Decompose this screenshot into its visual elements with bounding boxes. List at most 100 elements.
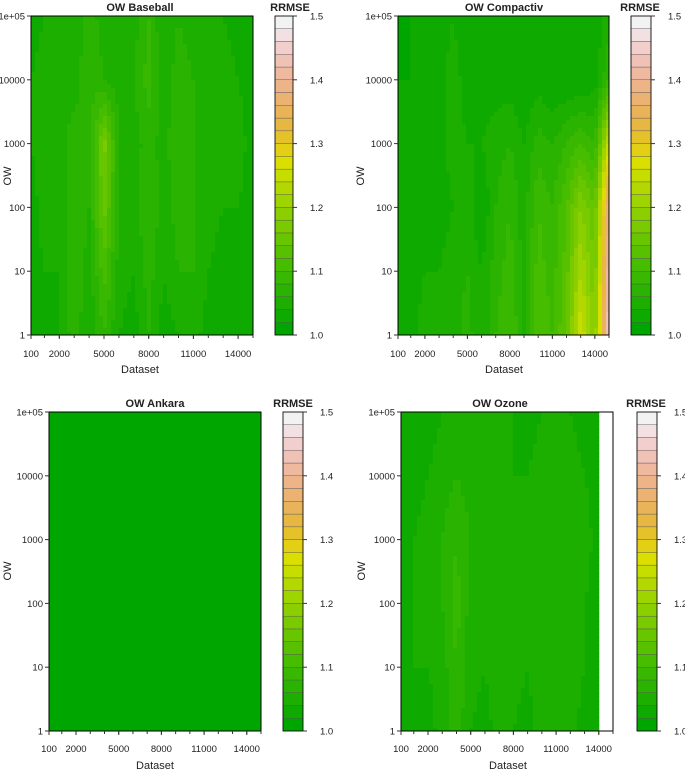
heatmap-cell — [99, 172, 104, 177]
heatmap-cell — [119, 224, 124, 229]
heatmap-cell — [55, 308, 60, 313]
heatmap-cell — [203, 192, 208, 197]
heatmap-cell — [195, 240, 200, 245]
heatmap-cell — [402, 308, 407, 313]
heatmap-cell — [135, 224, 140, 229]
heatmap-cell — [219, 316, 224, 321]
heatmap-cell — [39, 188, 44, 193]
heatmap-cell — [167, 208, 172, 213]
heatmap-cell — [183, 192, 188, 197]
heatmap-cell — [79, 52, 84, 57]
heatmap-cell — [247, 20, 252, 25]
heatmap-cell — [171, 296, 176, 301]
heatmap-cell — [111, 324, 116, 329]
heatmap-cell — [111, 120, 116, 125]
heatmap-cell — [39, 80, 44, 85]
heatmap-cell — [99, 220, 104, 225]
heatmap-cell — [227, 324, 232, 329]
heatmap-cell — [167, 136, 172, 141]
heatmap-cell — [103, 64, 108, 69]
heatmap-cell — [175, 128, 180, 133]
heatmap-cell — [163, 276, 168, 281]
heatmap-cell — [39, 264, 44, 269]
heatmap-cell — [187, 276, 192, 281]
heatmap-cell — [51, 292, 56, 297]
heatmap-cell — [111, 232, 116, 237]
heatmap-cell — [51, 160, 56, 165]
heatmap-cell — [43, 176, 48, 181]
heatmap-cell — [231, 300, 236, 305]
heatmap-cell — [147, 120, 152, 125]
heatmap-cell — [35, 92, 40, 97]
heatmap-cell — [43, 40, 48, 45]
heatmap-cell — [203, 56, 208, 61]
heatmap-cell — [410, 136, 415, 141]
heatmap-cell — [191, 32, 196, 37]
heatmap-cell — [203, 244, 208, 249]
heatmap-cell — [39, 108, 44, 113]
heatmap-cell — [55, 144, 60, 149]
heatmap-cell — [410, 84, 415, 89]
heatmap-cell — [119, 112, 124, 117]
heatmap-cell — [410, 32, 415, 37]
heatmap-cell — [235, 260, 240, 265]
heatmap-cell — [155, 104, 160, 109]
heatmap-cell — [91, 300, 96, 305]
heatmap-cell — [227, 176, 232, 181]
heatmap-cell — [35, 236, 40, 241]
heatmap-cell — [211, 208, 216, 213]
heatmap-cell — [211, 308, 216, 313]
heatmap-cell — [147, 100, 152, 105]
heatmap-cell — [406, 24, 411, 29]
heatmap-cell — [139, 320, 144, 325]
heatmap-cell — [107, 48, 112, 53]
heatmap-cell — [215, 120, 220, 125]
heatmap-cell — [171, 280, 176, 285]
heatmap-cell — [71, 252, 76, 257]
heatmap-cell — [410, 108, 415, 113]
heatmap-cell — [414, 328, 419, 333]
heatmap-cell — [402, 172, 407, 177]
heatmap-cell — [227, 168, 232, 173]
heatmap-cell — [163, 180, 168, 185]
heatmap-cell — [247, 64, 252, 69]
heatmap-cell — [239, 44, 244, 49]
heatmap-cell — [35, 164, 40, 169]
heatmap-cell — [239, 184, 244, 189]
heatmap-cell — [414, 68, 419, 73]
heatmap-cell — [99, 60, 104, 65]
heatmap-cell — [131, 64, 136, 69]
heatmap-cell — [171, 264, 176, 269]
heatmap-cell — [43, 120, 48, 125]
heatmap-cell — [147, 304, 152, 309]
heatmap-cell — [71, 36, 76, 41]
heatmap-cell — [135, 44, 140, 49]
heatmap-cell — [406, 304, 411, 309]
heatmap-cell — [199, 116, 204, 121]
heatmap-cell — [91, 252, 96, 257]
heatmap-cell — [79, 208, 84, 213]
heatmap-cell — [195, 224, 200, 229]
heatmap-cell — [35, 108, 40, 113]
heatmap-cell — [183, 16, 188, 21]
heatmap-cell — [79, 212, 84, 217]
heatmap-cell — [199, 304, 204, 309]
heatmap-cell — [95, 156, 100, 161]
heatmap-cell — [143, 184, 148, 189]
heatmap-cell — [203, 32, 208, 37]
heatmap-cell — [143, 52, 148, 57]
heatmap-cell — [410, 272, 415, 277]
heatmap-cell — [398, 220, 403, 225]
heatmap-cell — [223, 228, 228, 233]
heatmap-cell — [43, 32, 48, 37]
heatmap-cell — [155, 320, 160, 325]
heatmap-cell — [183, 68, 188, 73]
heatmap-cell — [83, 124, 88, 129]
heatmap-cell — [179, 20, 184, 25]
heatmap-cell — [223, 60, 228, 65]
heatmap-cell — [155, 24, 160, 29]
heatmap-cell — [231, 64, 236, 69]
heatmap-cell — [410, 44, 415, 49]
heatmap-cell — [243, 60, 248, 65]
heatmap-cell — [127, 68, 132, 73]
